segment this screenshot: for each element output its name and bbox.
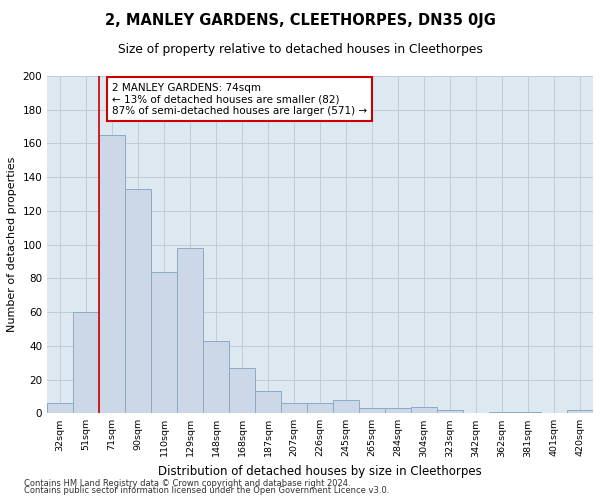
Text: Contains HM Land Registry data © Crown copyright and database right 2024.: Contains HM Land Registry data © Crown c… xyxy=(24,478,350,488)
Bar xyxy=(255,392,281,413)
Text: 2, MANLEY GARDENS, CLEETHORPES, DN35 0JG: 2, MANLEY GARDENS, CLEETHORPES, DN35 0JG xyxy=(104,12,496,28)
Bar xyxy=(359,408,385,414)
Bar xyxy=(515,412,541,414)
Bar xyxy=(229,368,255,414)
Bar xyxy=(307,403,333,413)
Text: 2 MANLEY GARDENS: 74sqm
← 13% of detached houses are smaller (82)
87% of semi-de: 2 MANLEY GARDENS: 74sqm ← 13% of detache… xyxy=(112,82,367,116)
Bar xyxy=(151,272,177,414)
Bar xyxy=(411,406,437,414)
Bar xyxy=(567,410,593,414)
Bar xyxy=(437,410,463,414)
Bar xyxy=(47,403,73,413)
Bar xyxy=(203,341,229,413)
Bar xyxy=(385,408,411,414)
Bar xyxy=(99,135,125,413)
Text: Contains public sector information licensed under the Open Government Licence v3: Contains public sector information licen… xyxy=(24,486,389,495)
Bar xyxy=(281,403,307,413)
Bar xyxy=(125,189,151,414)
Y-axis label: Number of detached properties: Number of detached properties xyxy=(7,157,17,332)
Text: Size of property relative to detached houses in Cleethorpes: Size of property relative to detached ho… xyxy=(118,42,482,56)
X-axis label: Distribution of detached houses by size in Cleethorpes: Distribution of detached houses by size … xyxy=(158,465,482,478)
Bar xyxy=(73,312,99,414)
Bar xyxy=(489,412,515,414)
Bar xyxy=(333,400,359,413)
Bar xyxy=(177,248,203,414)
